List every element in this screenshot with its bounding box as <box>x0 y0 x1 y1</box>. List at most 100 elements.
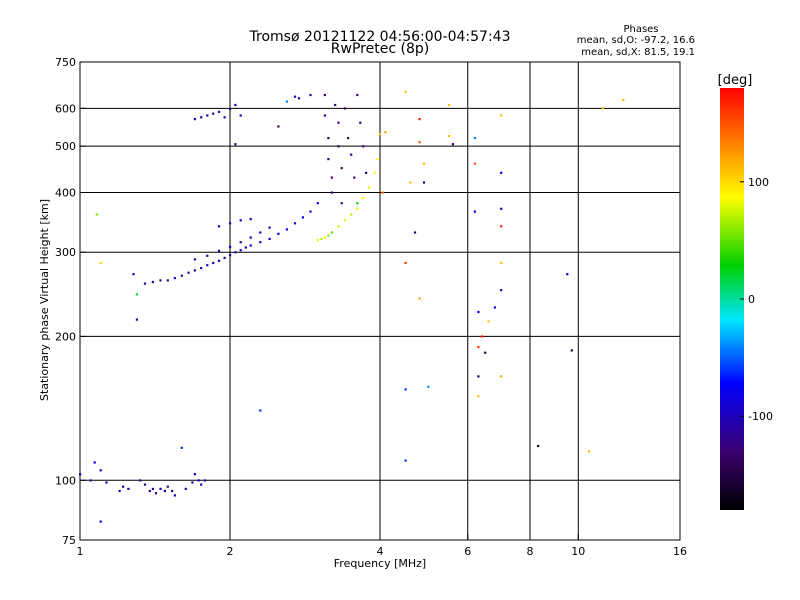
data-point <box>447 103 451 107</box>
data-point <box>353 176 356 179</box>
data-point <box>356 202 359 205</box>
data-point <box>249 236 252 239</box>
data-point <box>151 280 154 284</box>
data-point <box>343 107 346 110</box>
data-point <box>229 254 232 257</box>
data-point <box>200 116 203 119</box>
data-point <box>200 267 203 270</box>
data-point <box>418 118 421 121</box>
data-point <box>477 375 480 378</box>
y-tick-label: 200 <box>55 330 76 343</box>
data-point <box>500 261 503 265</box>
chart-title: Tromsø 20121122 04:56:00-04:57:43 <box>249 29 511 45</box>
data-point <box>159 487 162 490</box>
data-point <box>277 232 280 235</box>
data-point <box>381 191 384 194</box>
data-point <box>422 162 426 165</box>
data-point <box>193 258 196 261</box>
data-point <box>268 237 271 240</box>
data-point <box>477 395 480 398</box>
data-point <box>316 202 319 205</box>
data-point <box>327 137 330 140</box>
data-point <box>166 279 169 282</box>
data-point <box>239 114 242 117</box>
colorbar-tick-label: 100 <box>748 176 769 189</box>
x-tick-label: 6 <box>464 545 471 558</box>
data-point <box>327 234 330 237</box>
colorbar-label: [deg] <box>718 73 753 88</box>
data-point <box>173 277 176 280</box>
data-point <box>223 256 226 259</box>
data-point <box>337 121 340 124</box>
y-tick-label: 100 <box>55 474 76 487</box>
data-point <box>356 207 359 210</box>
data-point <box>217 225 221 228</box>
data-point <box>418 141 421 144</box>
chart-subtitle: RwPretec (8p) <box>331 41 429 57</box>
data-point <box>379 133 382 136</box>
data-point <box>151 487 154 490</box>
data-point <box>154 492 158 495</box>
data-point <box>323 93 326 97</box>
data-point <box>122 485 125 488</box>
data-point <box>347 137 350 140</box>
data-points <box>79 90 625 523</box>
data-point <box>239 241 242 244</box>
data-point <box>404 90 407 93</box>
data-point <box>473 162 476 165</box>
data-point <box>234 103 237 107</box>
data-point <box>206 254 209 257</box>
data-point <box>259 409 262 412</box>
data-point <box>139 479 142 482</box>
data-point <box>135 293 138 296</box>
data-point <box>259 241 262 244</box>
data-point <box>193 118 196 121</box>
data-point <box>330 231 333 234</box>
data-point <box>191 481 194 484</box>
data-point <box>132 273 135 276</box>
data-point <box>99 469 102 472</box>
data-point <box>330 176 333 179</box>
data-point <box>323 236 326 239</box>
x-tick-label: 2 <box>227 545 234 558</box>
stats-heading: Phases <box>623 24 658 35</box>
data-point <box>184 487 187 490</box>
data-point <box>362 145 365 148</box>
x-tick-label: 4 <box>377 545 384 558</box>
data-point <box>293 222 297 225</box>
data-point <box>200 483 203 486</box>
data-point <box>337 225 340 228</box>
x-tick-label: 1 <box>77 545 84 558</box>
data-point <box>166 485 169 488</box>
data-point <box>359 121 362 124</box>
data-point <box>500 375 503 378</box>
data-point <box>340 202 343 205</box>
data-point <box>99 261 102 265</box>
data-point <box>413 231 417 234</box>
data-point <box>418 297 421 300</box>
data-point <box>173 494 176 497</box>
data-point <box>105 481 108 484</box>
data-point <box>249 218 252 221</box>
y-tick-label: 750 <box>55 56 76 69</box>
data-point <box>143 483 147 486</box>
data-point <box>99 520 102 523</box>
data-point <box>487 320 490 323</box>
data-point <box>480 335 483 338</box>
data-point <box>500 171 503 174</box>
stats-x-mode: mean, sd,X: 81.5, 19.1 <box>581 47 695 58</box>
data-point <box>193 269 196 272</box>
data-point <box>180 274 183 277</box>
data-point <box>493 306 496 309</box>
data-point <box>118 489 121 493</box>
data-point <box>187 271 190 274</box>
y-axis-ticks: 75 100 200 300 400 500 600 750 <box>55 56 86 547</box>
data-point <box>285 100 288 103</box>
data-point <box>367 186 371 189</box>
data-point <box>239 249 242 252</box>
data-point <box>239 219 242 222</box>
data-point <box>473 137 476 140</box>
data-point <box>330 191 333 194</box>
y-tick-label: 500 <box>55 140 76 153</box>
